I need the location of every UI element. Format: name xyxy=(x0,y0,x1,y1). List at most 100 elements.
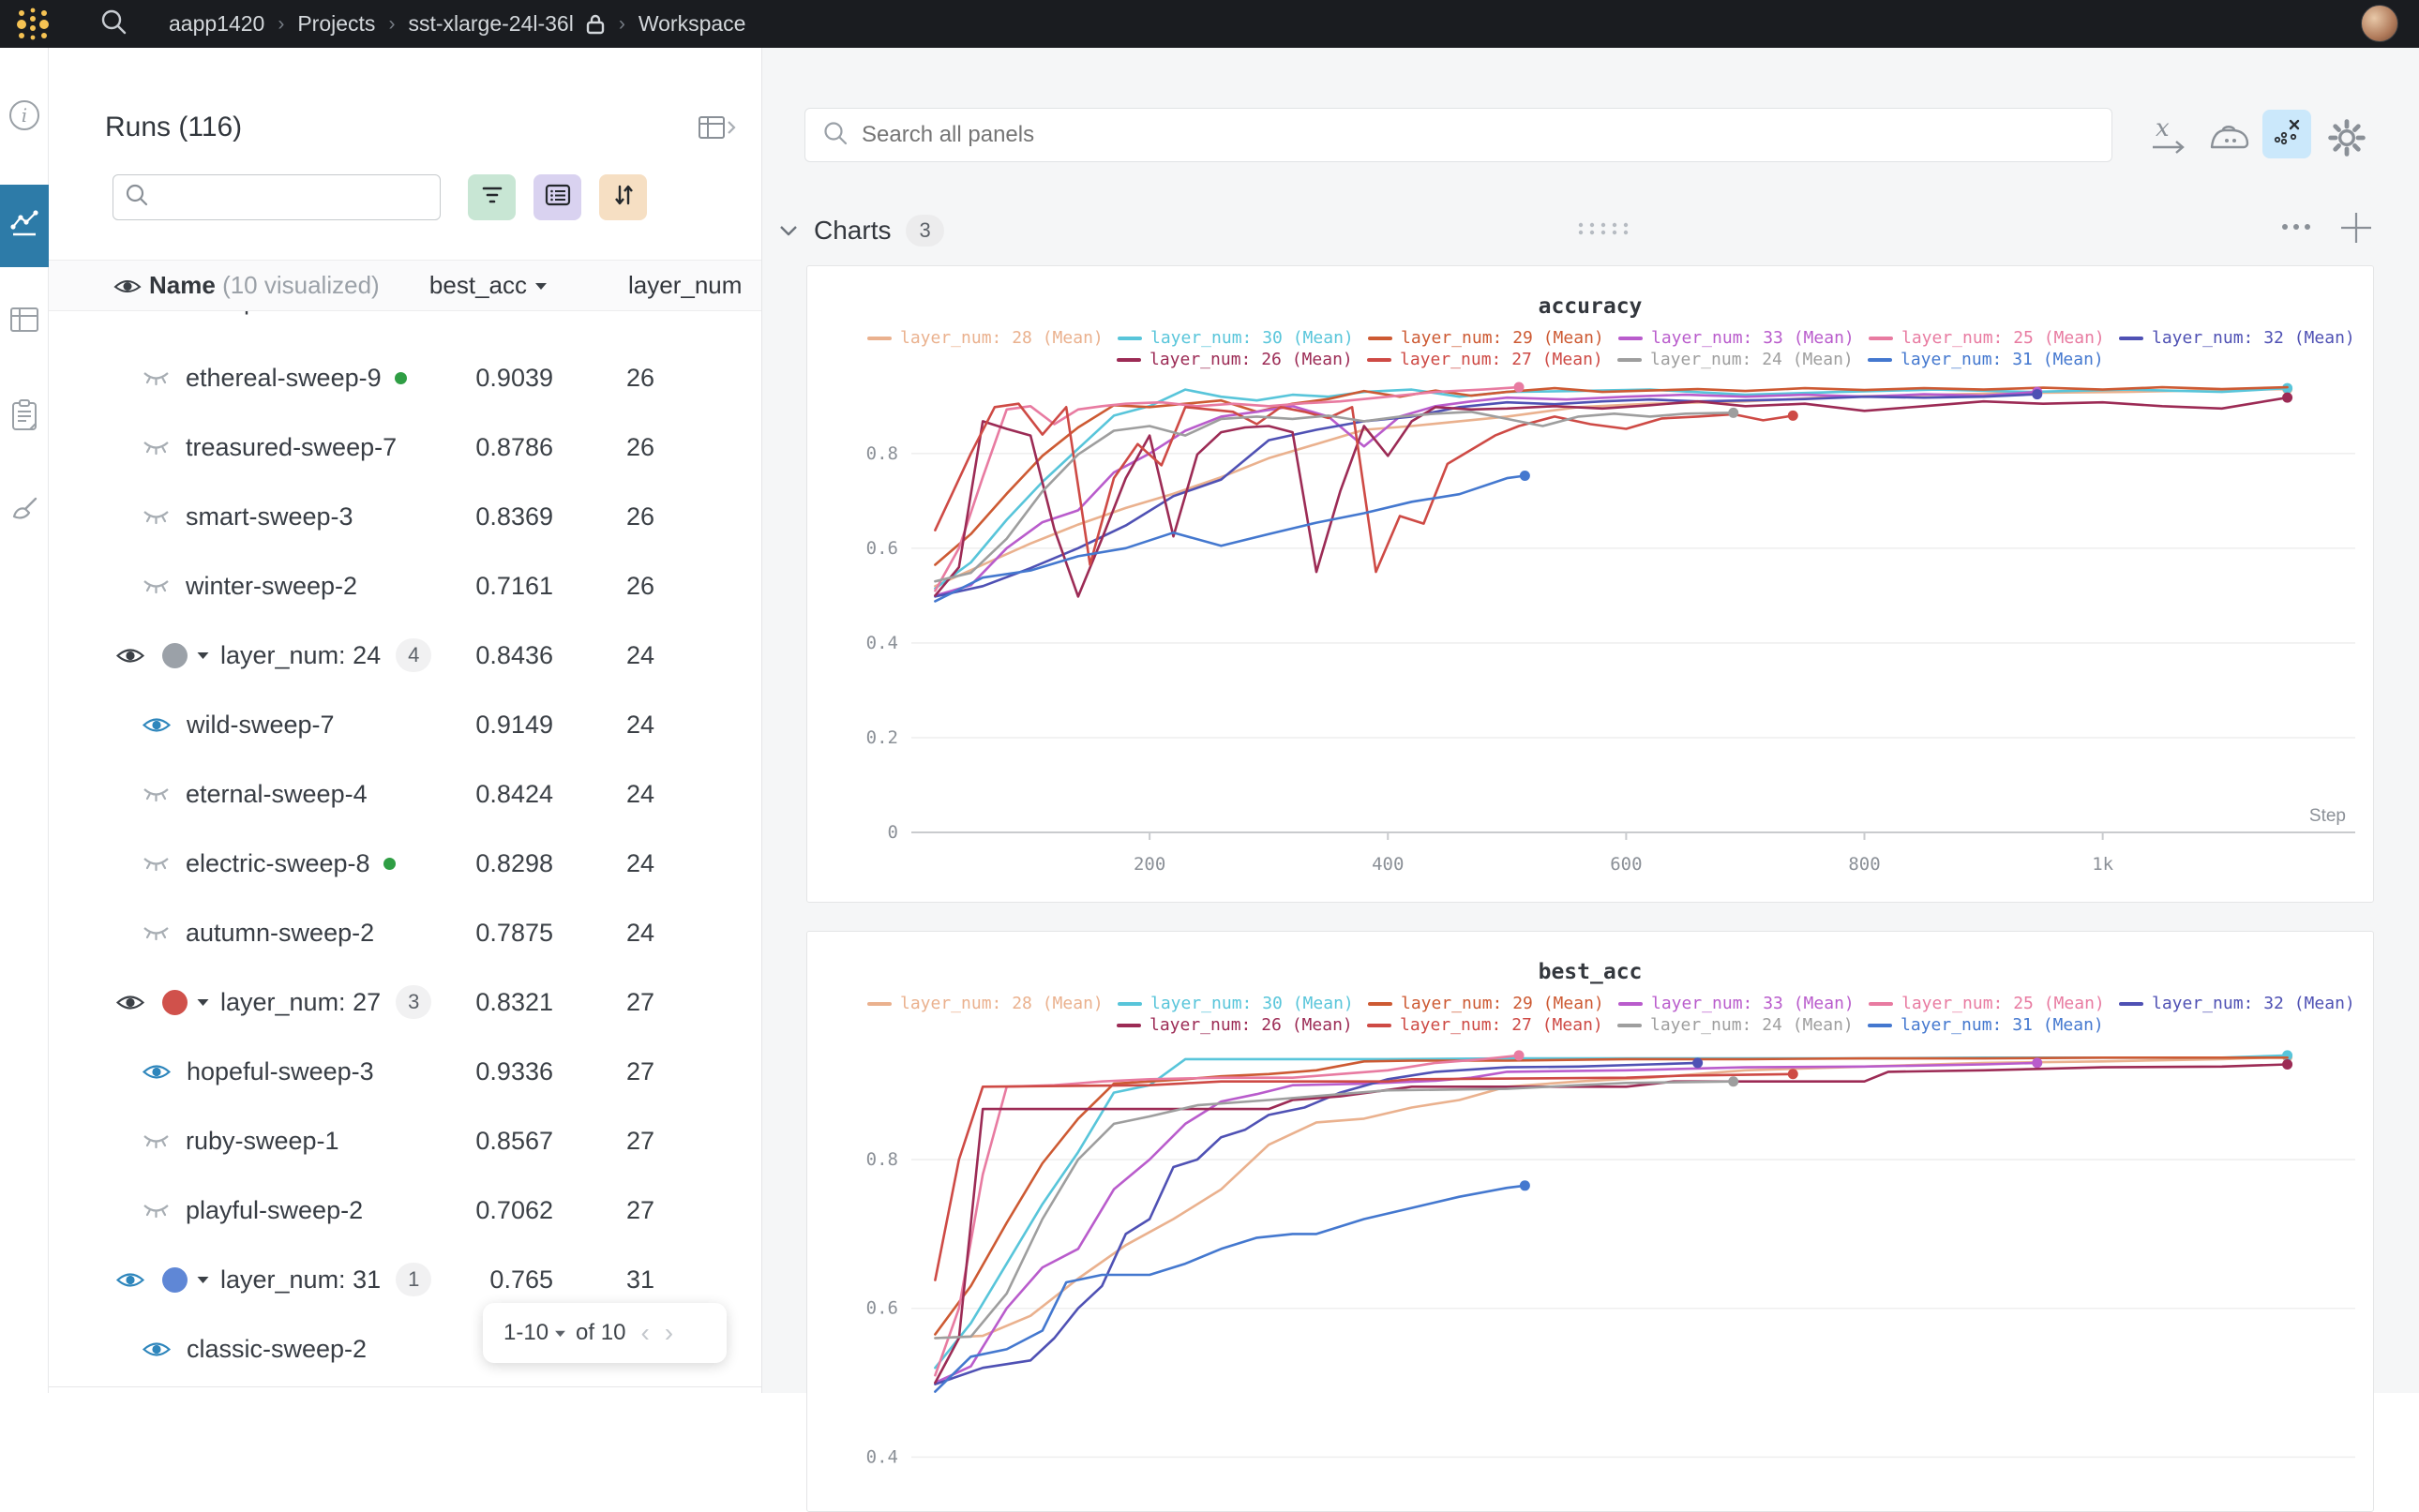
chevron-right-icon[interactable]: › xyxy=(664,1318,674,1347)
eye-closed-icon[interactable] xyxy=(142,924,171,942)
x-axis-icon[interactable]: x xyxy=(2148,114,2189,163)
sidebar-item-overview[interactable]: i xyxy=(0,76,49,158)
sort-runs-button[interactable] xyxy=(599,174,647,220)
layer-num-column-header[interactable]: layer_num xyxy=(628,271,743,299)
legend-entry[interactable]: layer_num: 30 (Mean) xyxy=(1118,994,1354,1013)
run-name: hopeful-sweep-3 xyxy=(187,1056,374,1085)
legend-entry[interactable]: layer_num: 27 (Mean) xyxy=(1367,350,1603,369)
table-row[interactable]: autumn-sweep-2 0.7875 24 xyxy=(49,898,761,967)
legend-entry[interactable]: layer_num: 27 (Mean) xyxy=(1367,1015,1603,1035)
table-row[interactable]: ruby-sweep-1 0.8567 27 xyxy=(49,1106,761,1175)
table-row[interactable]: electric-sweep-8 0.8298 24 xyxy=(49,829,761,898)
smoothing-iron-icon[interactable] xyxy=(2206,121,2251,159)
legend-entry[interactable]: layer_num: 31 (Mean) xyxy=(1868,1015,2104,1035)
eye-closed-icon[interactable] xyxy=(142,369,171,387)
legend-entry[interactable]: layer_num: 25 (Mean) xyxy=(1869,328,2105,348)
outliers-toggle-button[interactable] xyxy=(2262,110,2311,158)
legend-entry[interactable]: layer_num: 25 (Mean) xyxy=(1869,994,2105,1013)
eye-closed-icon[interactable] xyxy=(142,1202,171,1220)
legend-entry[interactable]: layer_num: 24 (Mean) xyxy=(1617,1015,1854,1035)
table-row[interactable]: smart-sweep-3 0.8369 26 xyxy=(49,482,761,551)
breadcrumb-project[interactable]: sst-xlarge-24l-36l xyxy=(408,11,574,36)
table-row[interactable]: eternal-sweep-4 0.8424 24 xyxy=(49,759,761,829)
eye-closed-icon[interactable] xyxy=(142,786,171,803)
table-row[interactable]: ethereal-sweep-9 0.9039 26 xyxy=(49,343,761,412)
avatar[interactable] xyxy=(2361,5,2398,42)
legend-entry[interactable]: layer_num: 26 (Mean) xyxy=(1117,1015,1353,1035)
legend-entry[interactable]: layer_num: 33 (Mean) xyxy=(1618,994,1855,1013)
legend-entry[interactable]: layer_num: 24 (Mean) xyxy=(1617,350,1854,369)
sidebar-item-logs[interactable] xyxy=(0,376,49,458)
table-row[interactable]: hopeful-sweep-3 0.9336 27 xyxy=(49,1037,761,1106)
group-runs-button[interactable] xyxy=(533,174,581,220)
legend-entry[interactable]: layer_num: 28 (Mean) xyxy=(867,328,1104,348)
legend-entry[interactable]: layer_num: 30 (Mean) xyxy=(1118,328,1354,348)
settings-gear-icon[interactable] xyxy=(2326,117,2367,163)
table-row[interactable]: playful-sweep-2 0.7062 27 xyxy=(49,1175,761,1245)
charts-section-label[interactable]: Charts xyxy=(814,216,892,245)
legend-swatch xyxy=(1118,1001,1142,1006)
legend-entry[interactable]: layer_num: 32 (Mean) xyxy=(2119,328,2355,348)
top-navbar: aapp1420 › Projects › sst-xlarge-24l-36l… xyxy=(0,0,2419,48)
breadcrumb-entity[interactable]: aapp1420 xyxy=(169,11,265,36)
runs-search-input[interactable] xyxy=(158,184,430,211)
caret-down-icon[interactable] xyxy=(197,1276,209,1284)
eye-open-icon[interactable] xyxy=(142,715,172,735)
group-row[interactable]: layer_num: 24 4 0.8436 24 xyxy=(49,621,761,690)
table-row[interactable]: wild-sweep-7 0.9149 24 xyxy=(49,690,761,759)
chart-line xyxy=(934,385,1521,592)
global-search-icon[interactable] xyxy=(99,7,128,40)
breadcrumb-projects[interactable]: Projects xyxy=(297,11,376,36)
broom-icon xyxy=(8,494,41,532)
legend-entry[interactable]: layer_num: 31 (Mean) xyxy=(1868,350,2104,369)
chart-panel-accuracy[interactable]: accuracy layer_num: 28 (Mean) layer_num: 3… xyxy=(806,265,2374,903)
eye-closed-icon[interactable] xyxy=(142,855,171,873)
expand-runs-table-icon[interactable] xyxy=(698,113,737,146)
sidebar-item-table[interactable] xyxy=(0,280,49,363)
table-row[interactable]: winter-sweep-2 0.7161 26 xyxy=(49,551,761,621)
table-row-partial[interactable]: sweep xyxy=(49,311,761,343)
eye-closed-icon[interactable] xyxy=(142,439,171,457)
group-row[interactable]: layer_num: 27 3 0.8321 27 xyxy=(49,967,761,1037)
legend-entry[interactable]: layer_num: 32 (Mean) xyxy=(2119,994,2355,1013)
table-row[interactable]: treasured-sweep-7 0.8786 26 xyxy=(49,412,761,482)
drag-handle-icon[interactable] xyxy=(1576,220,1630,242)
caret-down-icon[interactable] xyxy=(197,998,209,1007)
eye-open-icon[interactable] xyxy=(115,993,145,1012)
more-ellipsis-icon[interactable] xyxy=(2277,213,2315,246)
filter-runs-button[interactable] xyxy=(468,174,516,220)
breadcrumb-workspace[interactable]: Workspace xyxy=(638,11,746,36)
sidebar-item-workspace[interactable] xyxy=(0,185,49,267)
wandb-logo[interactable] xyxy=(11,6,54,43)
eye-open-icon[interactable] xyxy=(115,646,145,666)
caret-down-icon[interactable] xyxy=(554,1329,566,1338)
group-row[interactable]: layer_num: 31 1 0.765 31 xyxy=(49,1245,761,1314)
chart-legend-row: layer_num: 26 (Mean) layer_num: 27 (Mean)… xyxy=(807,1015,2373,1035)
name-column-header[interactable]: Name (10 visualized) xyxy=(149,271,380,300)
eye-closed-icon[interactable] xyxy=(142,508,171,526)
eye-closed-icon[interactable] xyxy=(142,1132,171,1150)
chevron-left-icon[interactable]: ‹ xyxy=(640,1318,650,1347)
caret-down-icon[interactable] xyxy=(197,651,209,660)
group-color-dot[interactable] xyxy=(162,989,188,1015)
chevron-down-icon[interactable] xyxy=(778,224,799,237)
legend-entry[interactable]: layer_num: 28 (Mean) xyxy=(867,994,1104,1013)
sidebar-item-sweeps[interactable] xyxy=(0,472,49,554)
legend-entry[interactable]: layer_num: 29 (Mean) xyxy=(1368,994,1604,1013)
eye-open-icon[interactable] xyxy=(142,1340,172,1359)
page-range[interactable]: 1-10 xyxy=(503,1320,549,1345)
eye-closed-icon[interactable] xyxy=(142,577,171,595)
eye-open-icon[interactable] xyxy=(115,1270,145,1290)
visibility-eye-icon[interactable] xyxy=(113,275,143,304)
best-acc-column-header[interactable]: best_acc xyxy=(429,271,548,300)
group-color-dot[interactable] xyxy=(162,642,188,668)
legend-entry[interactable]: layer_num: 29 (Mean) xyxy=(1368,328,1604,348)
panel-search-input[interactable] xyxy=(862,122,2062,148)
eye-open-icon[interactable] xyxy=(142,1062,172,1082)
legend-entry[interactable]: layer_num: 33 (Mean) xyxy=(1618,328,1855,348)
legend-entry[interactable]: layer_num: 26 (Mean) xyxy=(1117,350,1353,369)
group-color-dot[interactable] xyxy=(162,1266,188,1293)
add-panel-icon[interactable] xyxy=(2336,207,2377,253)
chart-panel-best_acc[interactable]: best_acc layer_num: 28 (Mean) layer_num: 3… xyxy=(806,931,2374,1512)
table-row[interactable]: classic-sweep-2 xyxy=(49,1314,761,1384)
